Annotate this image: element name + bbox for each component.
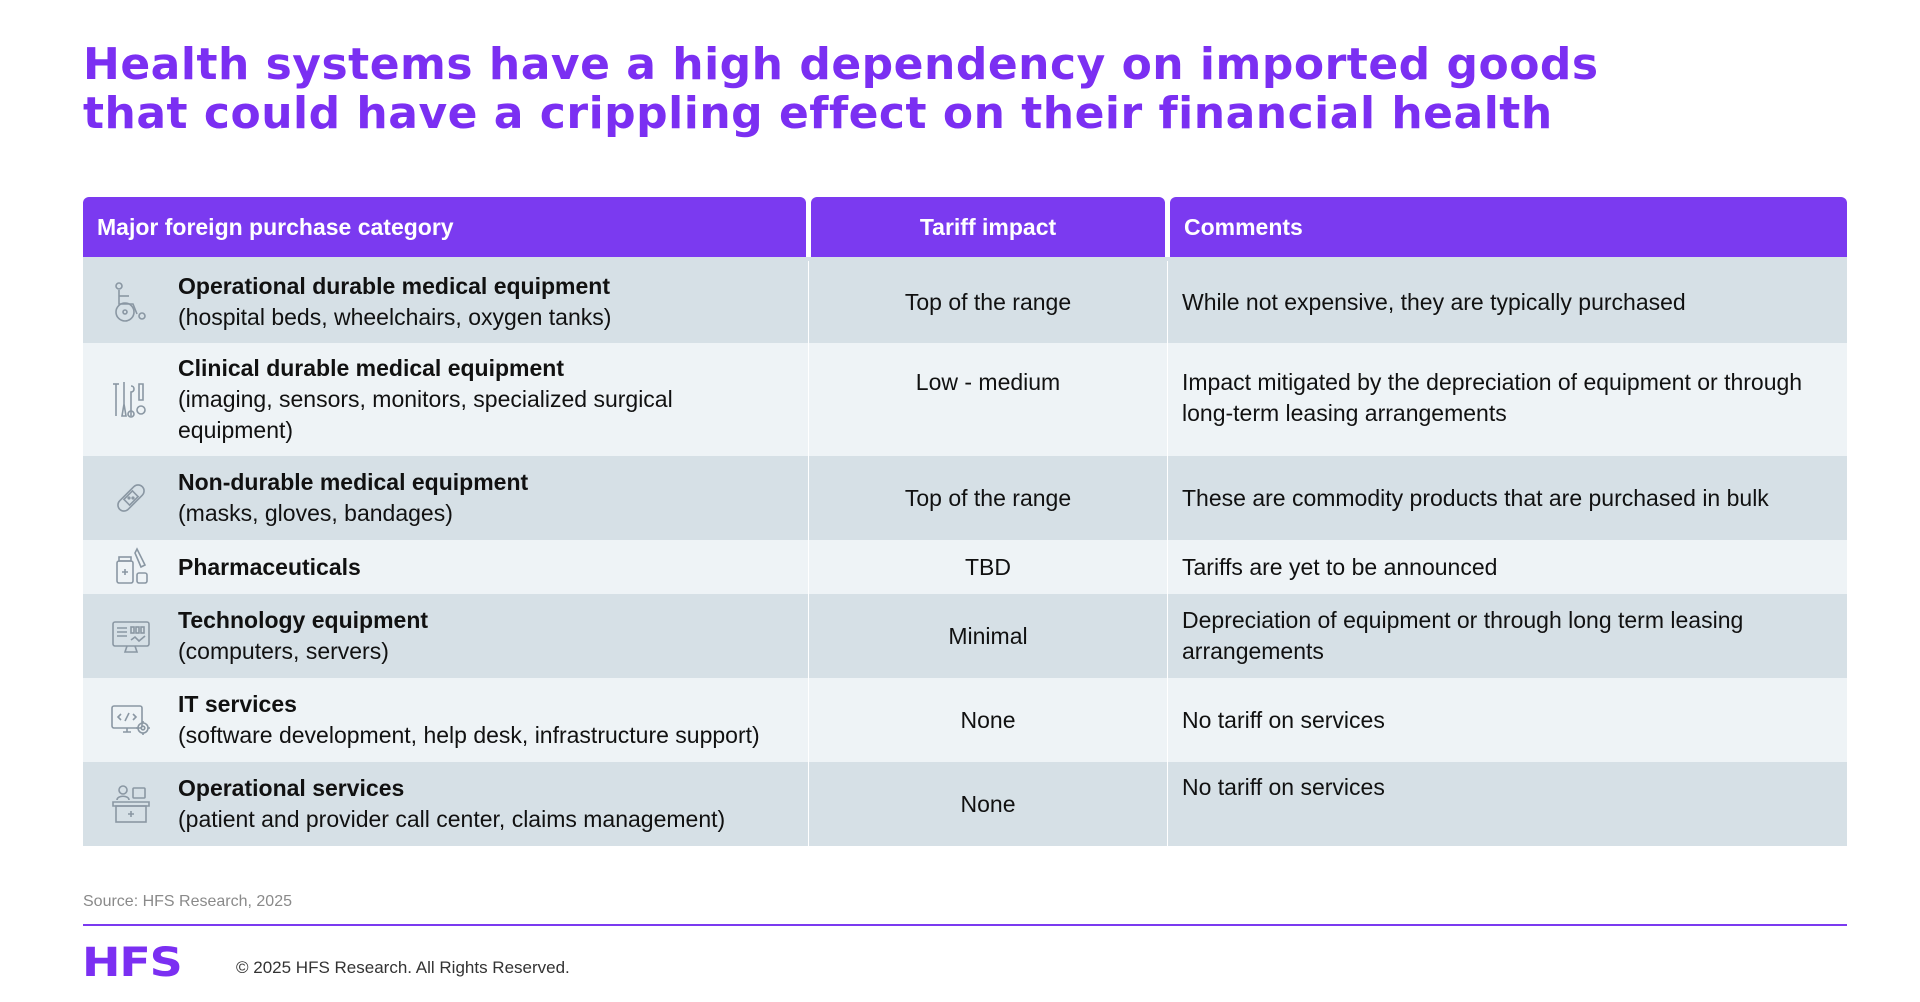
header-tariff-impact: Tariff impact xyxy=(811,197,1165,257)
tariff-impact-cell: None xyxy=(809,678,1168,762)
bandage-icon xyxy=(116,484,145,512)
footer-divider xyxy=(83,924,1847,926)
category-description: (hospital beds, wheelchairs, oxygen tank… xyxy=(178,304,612,330)
surgical-tools-icon xyxy=(112,381,146,418)
category-cell: Pharmaceuticals xyxy=(83,540,809,594)
category-cell: Operational services (patient and provid… xyxy=(83,762,809,846)
tariff-impact-cell: Minimal xyxy=(809,594,1168,678)
category-cell: IT services (software development, help … xyxy=(83,678,809,762)
category-description: (patient and provider call center, claim… xyxy=(178,806,726,832)
computer-monitor-icon xyxy=(111,621,150,653)
tariff-impact-cell: None xyxy=(809,762,1168,846)
category-cell: Technology equipment (computers, servers… xyxy=(83,594,809,678)
tariff-impact-cell: TBD xyxy=(809,540,1168,594)
table-row: IT services (software development, help … xyxy=(83,678,1847,762)
wheelchair-icon xyxy=(114,282,146,322)
title-line-1: Health systems have a high dependency on… xyxy=(83,39,1599,90)
comment-cell: While not expensive, they are typically … xyxy=(1182,288,1686,315)
header-comments: Comments xyxy=(1170,197,1847,257)
category-name: Non-durable medical equipment xyxy=(178,469,529,495)
table-row: Technology equipment (computers, servers… xyxy=(83,594,1847,678)
category-name: IT services xyxy=(178,691,297,717)
category-name: Operational durable medical equipment xyxy=(178,273,610,299)
comment-cell: These are commodity products that are pu… xyxy=(1182,484,1769,511)
table-row: Non-durable medical equipment (masks, gl… xyxy=(83,456,1847,540)
comment-cell: Depreciation of equipment or through lon… xyxy=(1182,607,1744,664)
medicine-bottle-icon xyxy=(115,547,148,584)
comment-cell: Tariffs are yet to be announced xyxy=(1182,553,1498,580)
comment-cell: Impact mitigated by the depreciation of … xyxy=(1182,369,1803,426)
category-description: (masks, gloves, bandages) xyxy=(178,500,453,526)
category-cell: Clinical durable medical equipment (imag… xyxy=(83,343,809,456)
header-category: Major foreign purchase category xyxy=(83,197,806,257)
comment-cell: No tariff on services xyxy=(1182,774,1385,800)
category-name: Operational services xyxy=(178,775,405,801)
table-row: Pharmaceuticals TBD Tariffs are yet to b… xyxy=(83,540,1847,594)
tariff-impact-table: Major foreign purchase category Tariff i… xyxy=(83,197,1847,846)
category-description: (software development, help desk, infras… xyxy=(178,722,760,748)
category-name: Technology equipment xyxy=(178,607,429,633)
tariff-impact-cell: Low - medium xyxy=(809,343,1168,456)
comment-cell: No tariff on services xyxy=(1182,706,1385,733)
table-row: Operational durable medical equipment (h… xyxy=(83,261,1847,343)
category-cell: Non-durable medical equipment (masks, gl… xyxy=(83,456,809,540)
table-row: Operational services (patient and provid… xyxy=(83,762,1847,846)
table-row: Clinical durable medical equipment (imag… xyxy=(83,343,1847,456)
category-description: (computers, servers) xyxy=(178,638,389,664)
copyright-text: © 2025 HFS Research. All Rights Reserved… xyxy=(236,958,570,977)
call-center-desk-icon xyxy=(111,785,150,823)
hfs-logo: HFS xyxy=(82,940,183,986)
title-line-2: that could have a crippling effect on th… xyxy=(83,88,1553,139)
category-description: (imaging, sensors, monitors, specialized… xyxy=(178,386,673,443)
category-cell: Operational durable medical equipment (h… xyxy=(83,261,809,343)
category-name: Pharmaceuticals xyxy=(178,553,361,580)
category-name: Clinical durable medical equipment xyxy=(178,355,564,381)
table-header: Major foreign purchase category Tariff i… xyxy=(83,197,1847,261)
page-title: Health systems have a high dependency on… xyxy=(83,40,1863,138)
tariff-impact-cell: Top of the range xyxy=(809,456,1168,540)
tariff-impact-cell: Top of the range xyxy=(809,261,1168,343)
code-gear-icon xyxy=(110,705,150,735)
source-note: Source: HFS Research, 2025 xyxy=(83,893,292,910)
